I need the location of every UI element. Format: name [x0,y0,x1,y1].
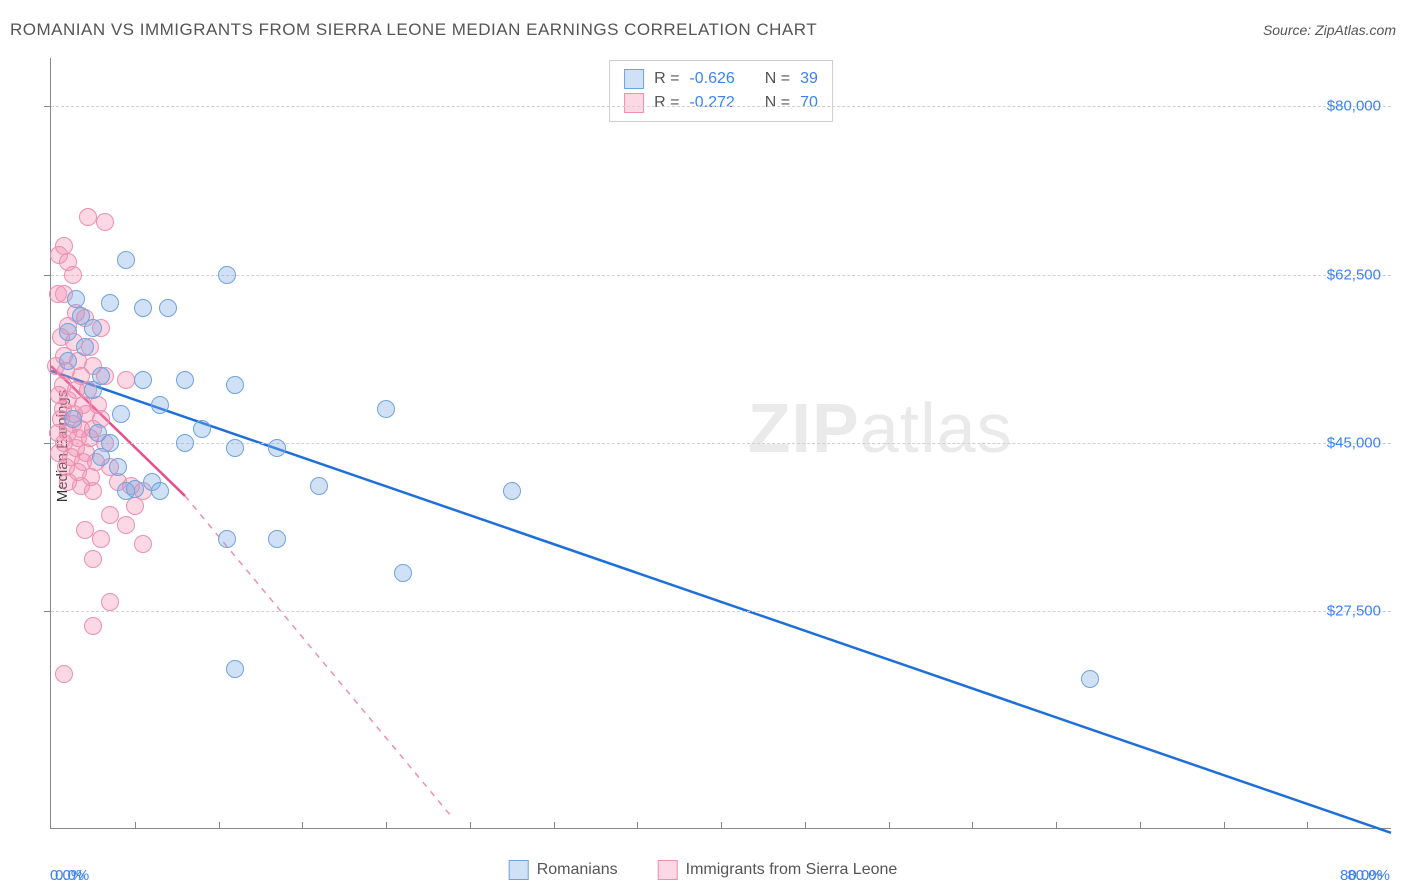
data-point [226,439,244,457]
stats-row-romanians: R = -0.626 N = 39 [624,67,818,91]
data-point [96,213,114,231]
data-point [84,482,102,500]
y-tick-label: $27,500 [1327,603,1381,620]
data-point [101,506,119,524]
data-point [151,396,169,414]
data-point [49,285,67,303]
data-point [59,323,77,341]
legend-item-sierra: Immigrants from Sierra Leone [658,860,898,880]
gridline [51,275,1391,276]
stats-row-sierra: R = -0.272 N = 70 [624,91,818,115]
data-point [134,371,152,389]
data-point [1081,670,1099,688]
watermark: ZIPatlas [748,388,1013,468]
bottom-legend: Romanians Immigrants from Sierra Leone [509,860,898,880]
data-point [112,405,130,423]
data-point [59,352,77,370]
y-tick-label: $80,000 [1327,98,1381,115]
data-point [89,424,107,442]
stats-legend: R = -0.626 N = 39 R = -0.272 N = 70 [609,60,833,122]
data-point [84,550,102,568]
data-point [59,253,77,271]
data-point [76,521,94,539]
data-point [109,458,127,476]
data-point [126,480,144,498]
data-point [55,665,73,683]
chart-title: ROMANIAN VS IMMIGRANTS FROM SIERRA LEONE… [10,20,817,40]
data-point [67,290,85,308]
data-point [84,381,102,399]
legend-item-romanians: Romanians [509,860,618,880]
data-point [79,208,97,226]
source-label: Source: ZipAtlas.com [1263,22,1396,38]
data-point [159,299,177,317]
data-point [193,420,211,438]
data-point [134,535,152,553]
data-point [134,299,152,317]
data-point [151,482,169,500]
data-point [268,439,286,457]
data-point [117,251,135,269]
swatch-romanians [624,69,644,89]
data-point [218,530,236,548]
data-point [64,410,82,428]
data-point [377,400,395,418]
data-point [117,371,135,389]
data-point [84,617,102,635]
data-point [268,530,286,548]
data-point [72,307,90,325]
data-point [176,434,194,452]
plot-area: ZIPatlas R = -0.626 N = 39 R = -0.272 N … [50,58,1391,829]
gridline [51,443,1391,444]
y-tick-label: $62,500 [1327,266,1381,283]
data-point [117,516,135,534]
swatch-romanians-bottom [509,860,529,880]
data-point [101,294,119,312]
data-point [226,376,244,394]
data-point [176,371,194,389]
data-point [101,593,119,611]
data-point [92,530,110,548]
data-point [503,482,521,500]
data-point [394,564,412,582]
swatch-sierra [624,93,644,113]
swatch-sierra-bottom [658,860,678,880]
data-point [76,338,94,356]
data-point [218,266,236,284]
x-tick-label: 0.0% [55,867,89,884]
gridline [51,611,1391,612]
data-point [92,448,110,466]
y-tick-label: $45,000 [1327,435,1381,452]
data-point [310,477,328,495]
gridline [51,106,1391,107]
data-point [226,660,244,678]
legend-label: Immigrants from Sierra Leone [686,861,898,879]
legend-label: Romanians [537,861,618,879]
x-tick-label: 80.0% [1347,867,1390,884]
